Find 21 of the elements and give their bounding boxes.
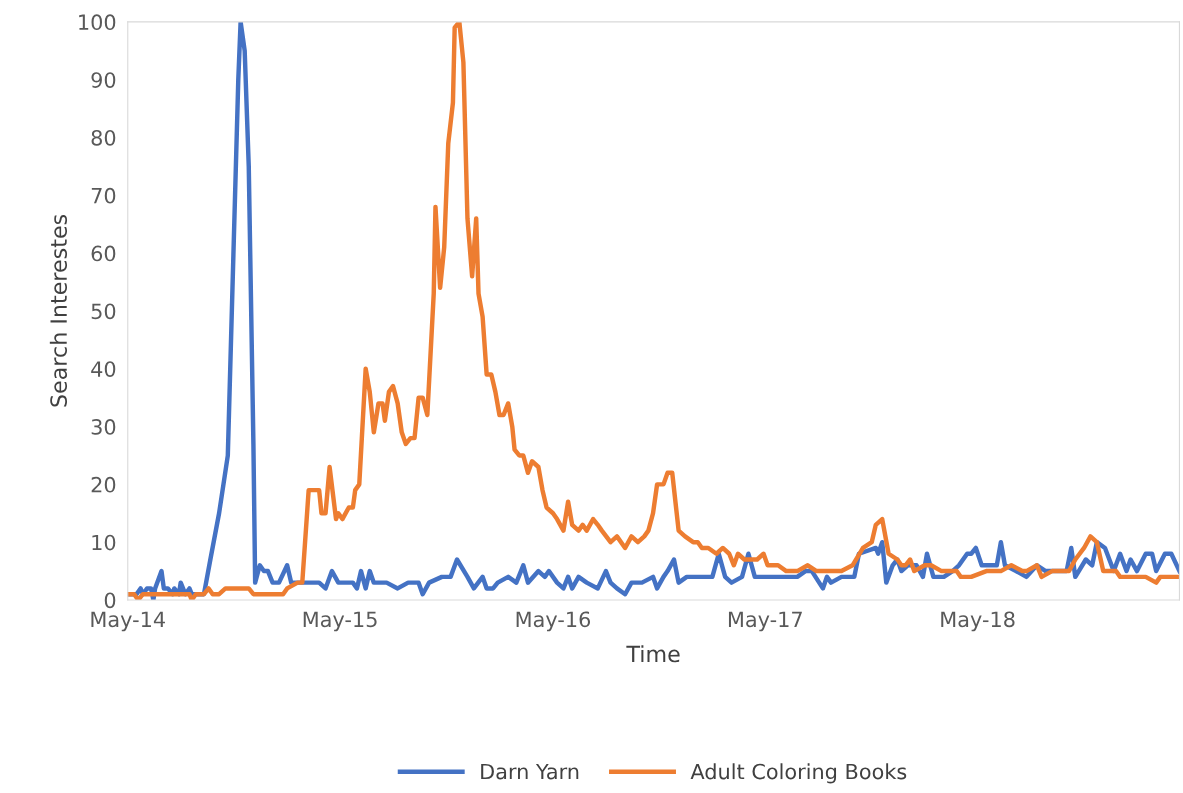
line-series	[127, 21, 1180, 600]
y-tick-label: 30	[91, 419, 116, 435]
x-tick-label: May-17	[728, 611, 802, 632]
y-axis-title: Search Interestes	[49, 214, 68, 407]
y-tick-label: 20	[91, 476, 116, 493]
x-tick-label: May-18	[941, 611, 1015, 632]
y-tick-label: 70	[91, 187, 116, 204]
legend-label: Darn Yarn	[481, 763, 579, 780]
y-tick-label: 80	[91, 129, 116, 146]
legend-label: Adult Coloring Books	[690, 763, 907, 784]
y-tick-label: 50	[91, 303, 116, 320]
y-tick-label: 40	[91, 361, 116, 377]
y-tick-label: 10	[92, 534, 116, 551]
y-tick-label: 0	[104, 592, 116, 609]
y-tick-label: 60	[91, 245, 116, 262]
x-tick-label: May-15	[303, 611, 377, 632]
x-tick-label: May-16	[516, 611, 591, 632]
y-tick-label: 100	[79, 14, 116, 31]
y-tick-label: 90	[91, 72, 116, 88]
x-axis-title: Time	[626, 645, 680, 663]
x-tick-label: May-14	[91, 611, 165, 632]
